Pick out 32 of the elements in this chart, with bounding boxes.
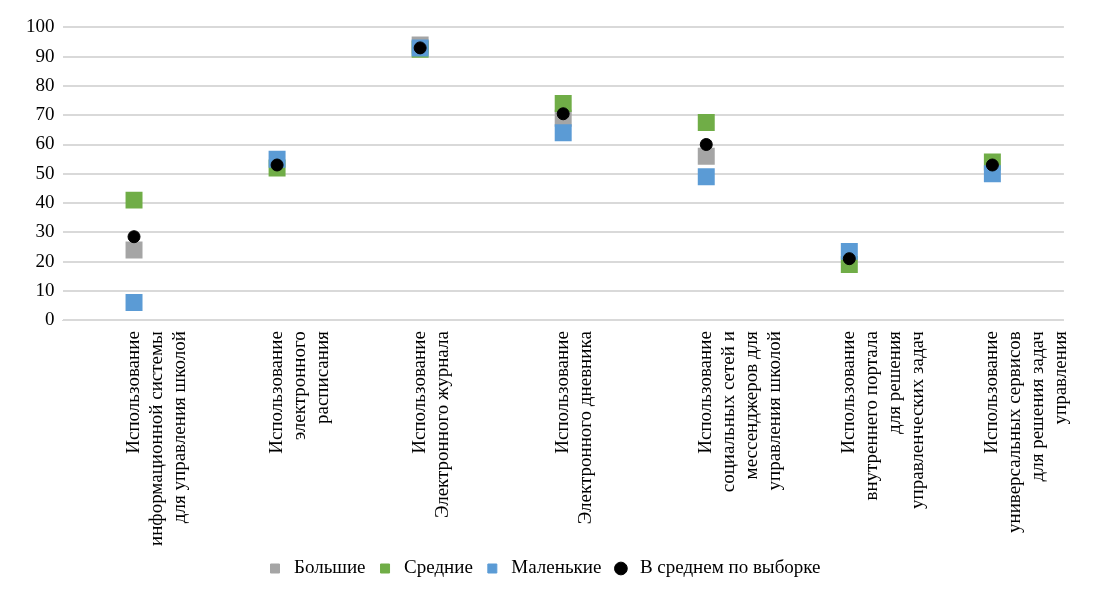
y-tick-label: 80 xyxy=(35,73,55,95)
y-tick-label: 50 xyxy=(35,161,55,183)
y-tick-label: 60 xyxy=(35,132,55,154)
y-tick-label: 30 xyxy=(35,220,55,242)
point xyxy=(842,252,856,266)
y-tick-label: 20 xyxy=(35,249,55,271)
point xyxy=(125,294,143,312)
legend-label: Средние xyxy=(404,556,473,578)
x-tick-label: Использование электронного расписания xyxy=(265,330,332,454)
point xyxy=(699,138,713,152)
x-tick-label: Использование Электронного дневника xyxy=(551,330,595,525)
x-tick-label: Использование социальных сетей и мессенджеров для управления школой xyxy=(694,330,784,493)
y-tick-label: 90 xyxy=(35,44,55,66)
point xyxy=(556,107,570,121)
point xyxy=(127,230,141,244)
point xyxy=(697,147,715,165)
y-tick-label: 10 xyxy=(35,278,55,300)
point xyxy=(125,191,143,209)
x-tick-label: Использование информационной системы для управления школой xyxy=(122,330,189,547)
y-tick-label: 100 xyxy=(26,15,55,37)
legend-label: В среднем по выборке xyxy=(639,556,821,578)
y-tick-label: 40 xyxy=(35,191,55,213)
legend-label: Маленькие xyxy=(511,556,602,578)
y-tick-label: 0 xyxy=(45,308,55,330)
y-tick-label: 70 xyxy=(35,103,55,125)
point xyxy=(270,158,284,172)
legend-label: Большие xyxy=(294,556,366,578)
point xyxy=(697,114,715,132)
point xyxy=(554,124,572,142)
point xyxy=(697,168,715,186)
point xyxy=(985,158,999,172)
point xyxy=(125,241,143,259)
